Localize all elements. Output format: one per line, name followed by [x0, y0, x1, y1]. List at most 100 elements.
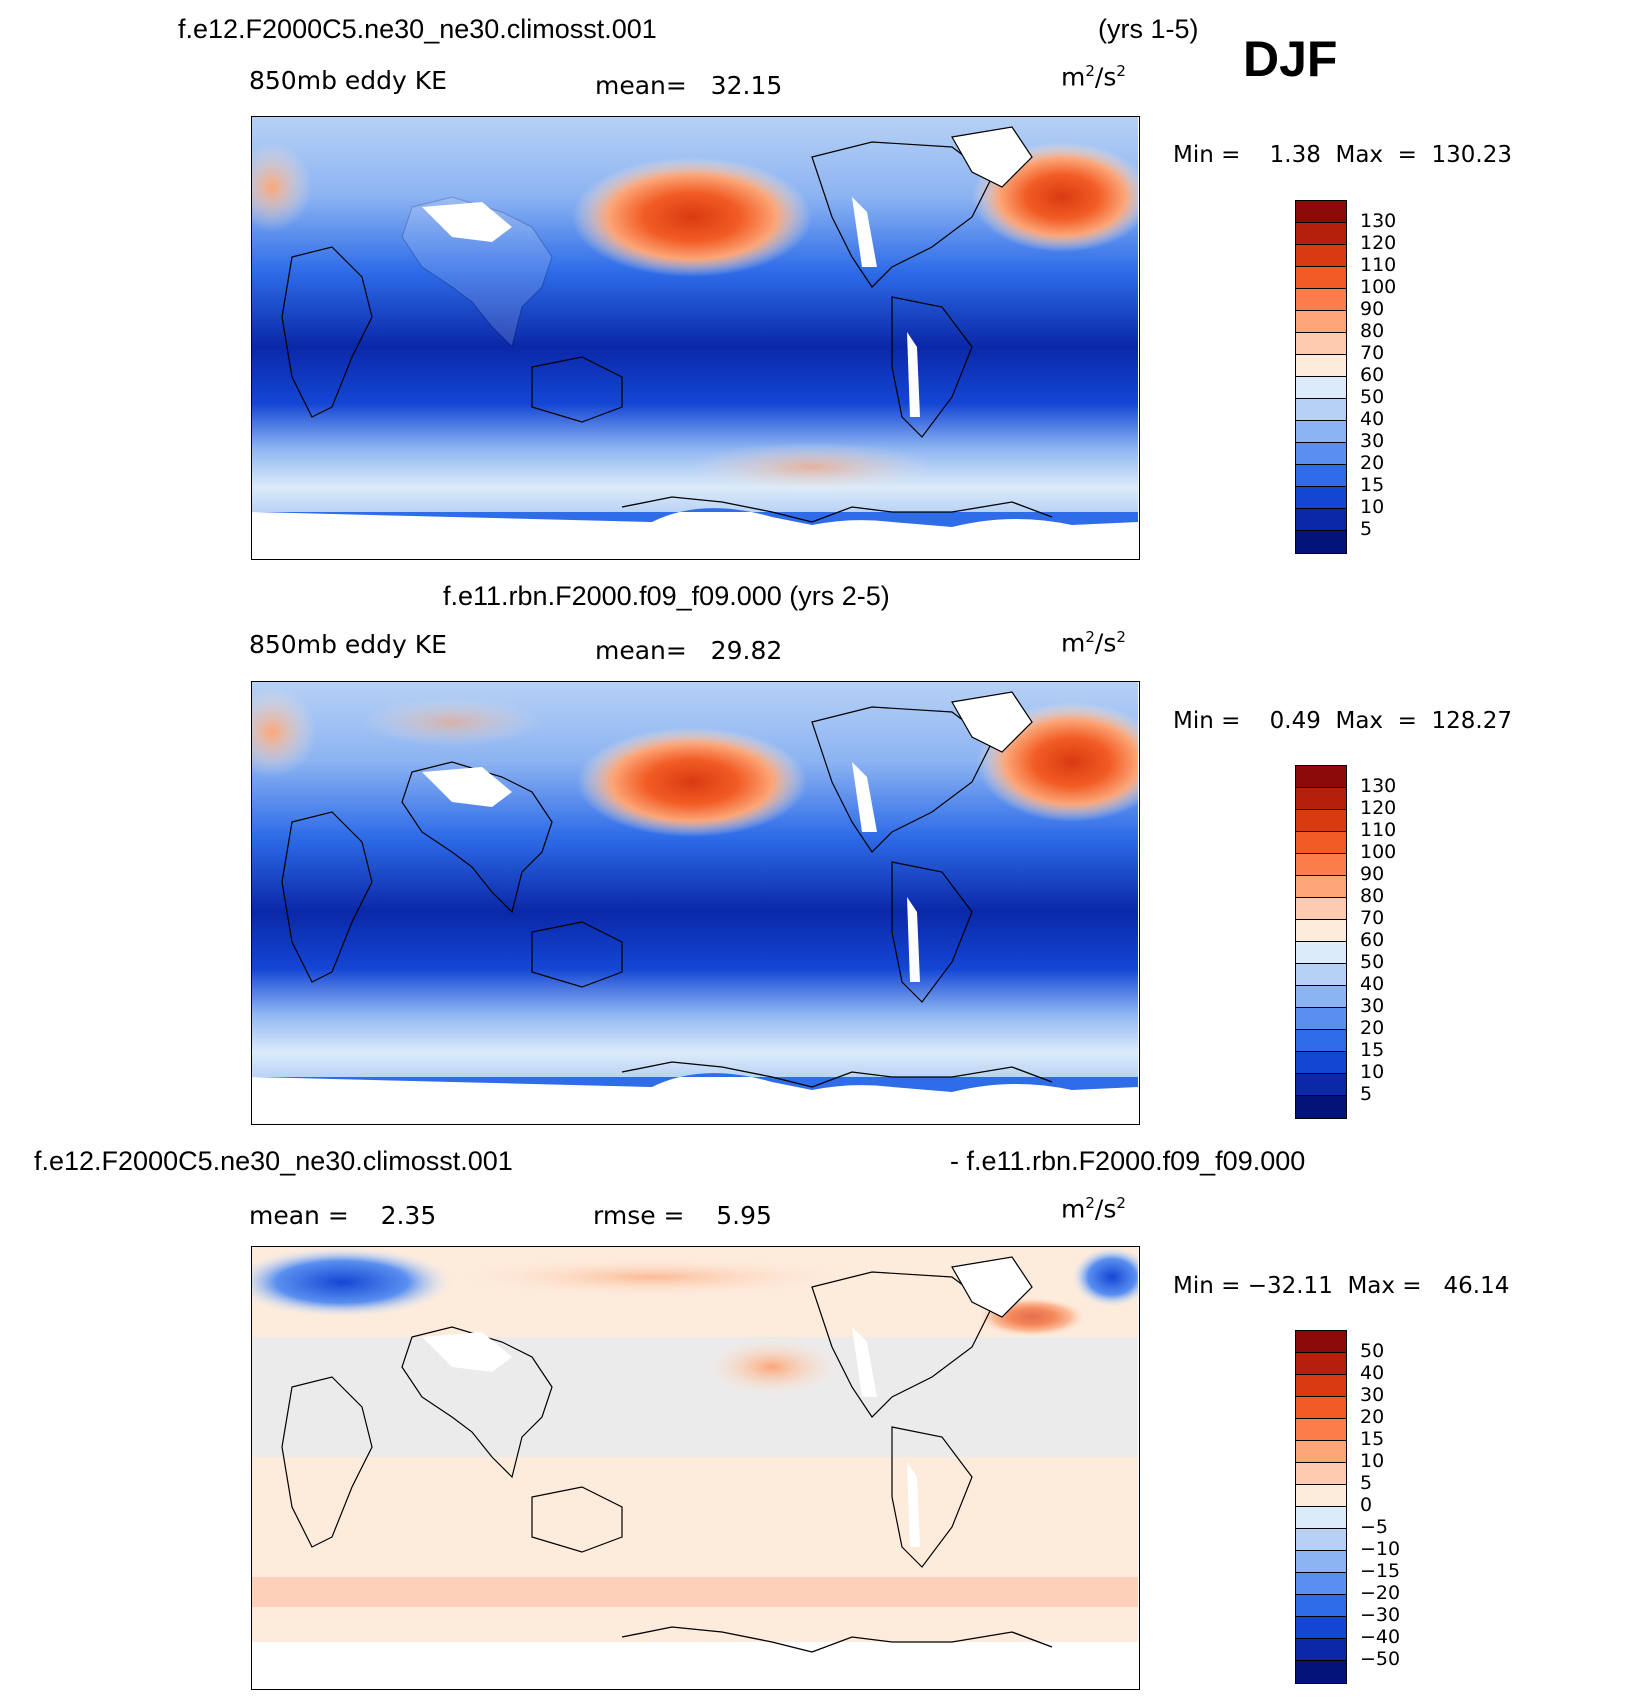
colorbar-tick-label: 30 — [1360, 995, 1385, 1017]
colorbar-cell — [1296, 1331, 1346, 1353]
colorbar-cell — [1296, 1551, 1346, 1573]
colorbar-cell — [1296, 355, 1346, 377]
colorbar-cell — [1296, 1030, 1346, 1052]
colorbar-cell — [1296, 509, 1346, 531]
colorbar-tick-label: −50 — [1360, 1648, 1401, 1670]
colorbar-cell — [1296, 377, 1346, 399]
colorbar-tick-label: 60 — [1360, 364, 1385, 386]
colorbar-tick-label: 20 — [1360, 1017, 1385, 1039]
colorbar-tick-label: 15 — [1360, 1039, 1385, 1061]
colorbar-cell — [1296, 898, 1346, 920]
colorbar-tick-label: 40 — [1360, 1362, 1385, 1384]
colorbar-cell — [1296, 832, 1346, 854]
panel2-title: f.e11.rbn.F2000.f09_f09.000 (yrs 2-5) — [443, 581, 890, 611]
colorbar-cell — [1296, 443, 1346, 465]
colorbar-cell — [1296, 1485, 1346, 1507]
colorbar-tick-label: 40 — [1360, 408, 1385, 430]
colorbar-cell — [1296, 1008, 1346, 1030]
colorbar-tick-label: 30 — [1360, 1384, 1385, 1406]
panel2-variable: 850mb eddy KE — [249, 630, 447, 659]
colorbar-cell — [1296, 942, 1346, 964]
colorbar-cell — [1296, 1419, 1346, 1441]
colorbar-cell — [1296, 964, 1346, 986]
colorbar-tick-label: 5 — [1360, 518, 1373, 540]
colorbar-cell — [1296, 810, 1346, 832]
panel1-variable: 850mb eddy KE — [249, 66, 447, 95]
colorbar-cell — [1296, 531, 1346, 553]
colorbar-cell — [1296, 920, 1346, 942]
colorbar-cell — [1296, 289, 1346, 311]
colorbar-cell — [1296, 1397, 1346, 1419]
season-label: DJF — [1243, 31, 1338, 87]
colorbar-tick-label: 130 — [1360, 775, 1397, 797]
colorbar-tick-label: 100 — [1360, 276, 1397, 298]
panel2-units: m2/s2 — [1061, 628, 1126, 658]
colorbar-tick-label: 120 — [1360, 232, 1397, 254]
panel1-map — [251, 116, 1140, 560]
panel1-minmax: Min = 1.38 Max = 130.23 — [1173, 142, 1513, 168]
colorbar-tick-label: 40 — [1360, 973, 1385, 995]
colorbar-tick-label: 5 — [1360, 1472, 1373, 1494]
colorbar-cell — [1296, 399, 1346, 421]
years-label: (yrs 1-5) — [1098, 14, 1199, 44]
panel2-mean: mean= 29.82 — [595, 636, 783, 665]
colorbar-cell — [1296, 267, 1346, 289]
panel3-mean: mean = 2.35 — [249, 1201, 437, 1230]
colorbar-tick-label: 20 — [1360, 1406, 1385, 1428]
panel3-minmax: Min = −32.11 Max = 46.14 — [1173, 1273, 1510, 1299]
colorbar-tick-label: 80 — [1360, 320, 1385, 342]
colorbar-cell — [1296, 876, 1346, 898]
colorbar-tick-label: 70 — [1360, 907, 1385, 929]
colorbar-cell — [1296, 487, 1346, 509]
colorbar-tick-label: −10 — [1360, 1538, 1401, 1560]
colorbar-tick-label: −15 — [1360, 1560, 1401, 1582]
colorbar-cell — [1296, 1639, 1346, 1661]
colorbar-cell — [1296, 766, 1346, 788]
colorbar-cell — [1296, 1074, 1346, 1096]
panel3-rmse: rmse = 5.95 — [593, 1201, 772, 1230]
colorbar-tick-label: 20 — [1360, 452, 1385, 474]
colorbar-cell — [1296, 1441, 1346, 1463]
colorbar-tick-label: 130 — [1360, 210, 1397, 232]
colorbar-tick-label: −20 — [1360, 1582, 1401, 1604]
colorbar-cell — [1296, 1353, 1346, 1375]
colorbar-tick-label: 70 — [1360, 342, 1385, 364]
colorbar-tick-label: 15 — [1360, 474, 1385, 496]
colorbar-cell — [1296, 1661, 1346, 1683]
colorbar-tick-label: 120 — [1360, 797, 1397, 819]
panel3-title-right: - f.e11.rbn.F2000.f09_f09.000 — [950, 1146, 1306, 1176]
colorbar-cell — [1296, 333, 1346, 355]
panel3-map — [251, 1246, 1140, 1690]
colorbar-tick-label: 10 — [1360, 1061, 1385, 1083]
colorbar-cell — [1296, 1595, 1346, 1617]
panel1-colorbar — [1295, 200, 1347, 554]
panel2-minmax: Min = 0.49 Max = 128.27 — [1173, 708, 1513, 734]
colorbar-cell — [1296, 1052, 1346, 1074]
panel3-colorbar — [1295, 1330, 1347, 1684]
colorbar-cell — [1296, 1507, 1346, 1529]
colorbar-cell — [1296, 223, 1346, 245]
colorbar-tick-label: 80 — [1360, 885, 1385, 907]
colorbar-tick-label: 10 — [1360, 496, 1385, 518]
colorbar-tick-label: 30 — [1360, 430, 1385, 452]
colorbar-tick-label: 5 — [1360, 1083, 1373, 1105]
panel1-units: m2/s2 — [1061, 62, 1126, 92]
panel3-units: m2/s2 — [1061, 1194, 1126, 1224]
colorbar-tick-label: 60 — [1360, 929, 1385, 951]
panel1-mean: mean= 32.15 — [595, 71, 783, 100]
colorbar-cell — [1296, 1573, 1346, 1595]
panel2-map — [251, 681, 1140, 1125]
colorbar-tick-label: −40 — [1360, 1626, 1401, 1648]
colorbar-tick-label: 90 — [1360, 863, 1385, 885]
colorbar-tick-label: 100 — [1360, 841, 1397, 863]
colorbar-cell — [1296, 1375, 1346, 1397]
colorbar-cell — [1296, 245, 1346, 267]
colorbar-tick-label: 50 — [1360, 386, 1385, 408]
colorbar-cell — [1296, 788, 1346, 810]
colorbar-cell — [1296, 465, 1346, 487]
colorbar-cell — [1296, 986, 1346, 1008]
panel3-title-left: f.e12.F2000C5.ne30_ne30.climosst.001 — [34, 1146, 513, 1176]
colorbar-cell — [1296, 1529, 1346, 1551]
colorbar-tick-label: 110 — [1360, 254, 1397, 276]
panel2-colorbar — [1295, 765, 1347, 1119]
